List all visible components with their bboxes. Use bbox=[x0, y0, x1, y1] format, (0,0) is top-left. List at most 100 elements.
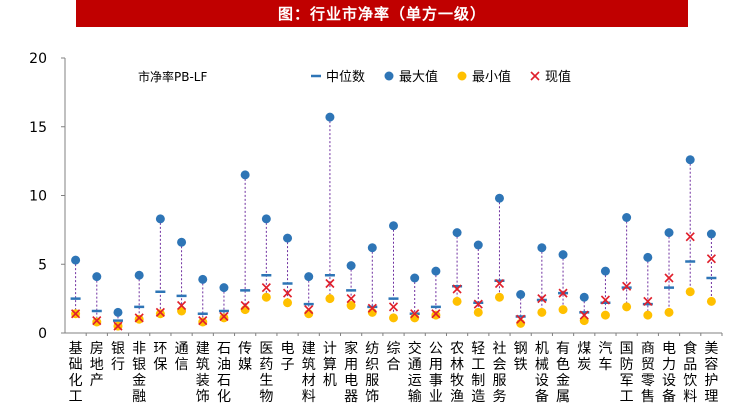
max-point bbox=[622, 213, 632, 222]
x-tick-label: 煤炭 bbox=[577, 341, 591, 373]
x-tick-char: 产 bbox=[90, 373, 104, 389]
min-point bbox=[155, 309, 165, 319]
max-point bbox=[494, 193, 504, 203]
min-point bbox=[494, 292, 504, 302]
x-tick-char: 汽 bbox=[598, 341, 612, 357]
min-point bbox=[558, 305, 568, 315]
legend-label: 最小值 bbox=[472, 69, 511, 85]
x-tick-char: 运 bbox=[408, 373, 422, 389]
x-tick-char: 炭 bbox=[577, 357, 591, 373]
max-point bbox=[473, 240, 483, 250]
x-tick-char: 渔 bbox=[450, 389, 464, 403]
y-tick-label: 5 bbox=[38, 257, 47, 273]
x-tick-char: 力 bbox=[662, 357, 676, 373]
x-tick-label: 钢铁 bbox=[514, 341, 528, 373]
x-tick-char: 防 bbox=[620, 357, 634, 373]
max-point bbox=[516, 290, 526, 299]
current-cross-b bbox=[282, 288, 293, 298]
x-tick-char: 设 bbox=[535, 373, 549, 389]
current-cross-b bbox=[685, 232, 695, 242]
legend-item-current: 现值 bbox=[530, 69, 571, 85]
x-tick-char: 化 bbox=[69, 373, 83, 389]
max-point bbox=[346, 261, 356, 271]
x-tick-char: 会 bbox=[492, 357, 506, 373]
x-tick-char: 料 bbox=[683, 389, 697, 403]
current-cross-b bbox=[92, 316, 102, 326]
x-tick-char: 车 bbox=[598, 356, 612, 373]
max-point bbox=[261, 214, 271, 224]
max-point bbox=[283, 233, 293, 243]
min-point bbox=[600, 310, 610, 320]
x-tick-label: 汽车 bbox=[598, 341, 612, 373]
x-tick-char: 商 bbox=[641, 341, 655, 357]
x-tick-char: 非 bbox=[132, 341, 146, 357]
x-tick-label: 银行 bbox=[111, 341, 125, 373]
x-tick-char: 电 bbox=[344, 373, 358, 389]
current-point bbox=[706, 254, 716, 264]
x-tick-char: 家 bbox=[344, 340, 358, 357]
x-tick-char: 服 bbox=[492, 373, 506, 389]
x-tick-char: 煤 bbox=[577, 341, 591, 357]
current-point bbox=[643, 296, 653, 306]
max-point bbox=[219, 283, 229, 293]
max-point bbox=[452, 228, 462, 238]
x-tick-char: 物 bbox=[259, 389, 273, 403]
x-tick-char: 地 bbox=[90, 357, 104, 373]
min-point bbox=[622, 302, 632, 312]
current-cross-b bbox=[113, 321, 123, 331]
current-point bbox=[346, 294, 356, 304]
x-tick-char: 筑 bbox=[196, 357, 210, 373]
max-point bbox=[579, 292, 589, 302]
max-point bbox=[134, 270, 144, 280]
x-tick-char: 业 bbox=[429, 389, 443, 403]
x-tick-char: 用 bbox=[429, 357, 443, 373]
max-point bbox=[706, 229, 716, 239]
current-cross-b bbox=[134, 313, 144, 323]
x-tick-label: 通信 bbox=[175, 341, 189, 373]
x-tick-char: 色 bbox=[556, 356, 570, 373]
y-tick-label: 20 bbox=[29, 51, 47, 67]
x-tick-char: 贸 bbox=[641, 357, 655, 373]
current-point bbox=[579, 310, 589, 320]
x-tick-char: 理 bbox=[704, 389, 718, 403]
x-tick-char: 金 bbox=[556, 373, 570, 389]
x-tick-char: 铁 bbox=[514, 357, 528, 373]
x-tick-char: 事 bbox=[429, 373, 443, 389]
x-tick-char: 械 bbox=[535, 357, 549, 373]
x-tick-char: 备 bbox=[535, 388, 549, 403]
x-tick-char: 交 bbox=[408, 340, 422, 357]
x-tick-char: 属 bbox=[556, 389, 570, 403]
chart-marks bbox=[70, 112, 717, 331]
legend-marker bbox=[384, 71, 394, 81]
min-point bbox=[537, 307, 547, 317]
x-tick-label: 传媒 bbox=[238, 341, 252, 373]
x-tick-char: 通 bbox=[408, 357, 422, 373]
axes: 05101520市净率PB-LF基础化工房地产银行非银金融环保通信建筑装饰石油石… bbox=[29, 51, 723, 403]
min-point bbox=[219, 313, 229, 323]
current-point bbox=[473, 299, 483, 309]
min-point bbox=[685, 287, 695, 297]
min-point bbox=[389, 313, 398, 323]
x-tick-char: 林 bbox=[450, 357, 464, 373]
min-point bbox=[452, 296, 462, 306]
min-point bbox=[325, 294, 335, 304]
current-cross-b bbox=[622, 281, 632, 291]
x-tick-char: 石 bbox=[217, 341, 231, 357]
current-point bbox=[452, 284, 462, 294]
current-point bbox=[71, 309, 81, 319]
x-tick-char: 基 bbox=[69, 340, 83, 357]
x-tick-char: 纺 bbox=[365, 341, 379, 357]
x-tick-char: 售 bbox=[641, 389, 655, 403]
current-cross-b bbox=[176, 300, 187, 311]
min-point bbox=[346, 301, 356, 310]
legend-label: 最大值 bbox=[399, 69, 438, 85]
current-point bbox=[134, 313, 144, 323]
x-tick-char: 融 bbox=[132, 389, 146, 403]
min-point bbox=[473, 307, 483, 317]
x-tick-char: 工 bbox=[471, 357, 485, 373]
